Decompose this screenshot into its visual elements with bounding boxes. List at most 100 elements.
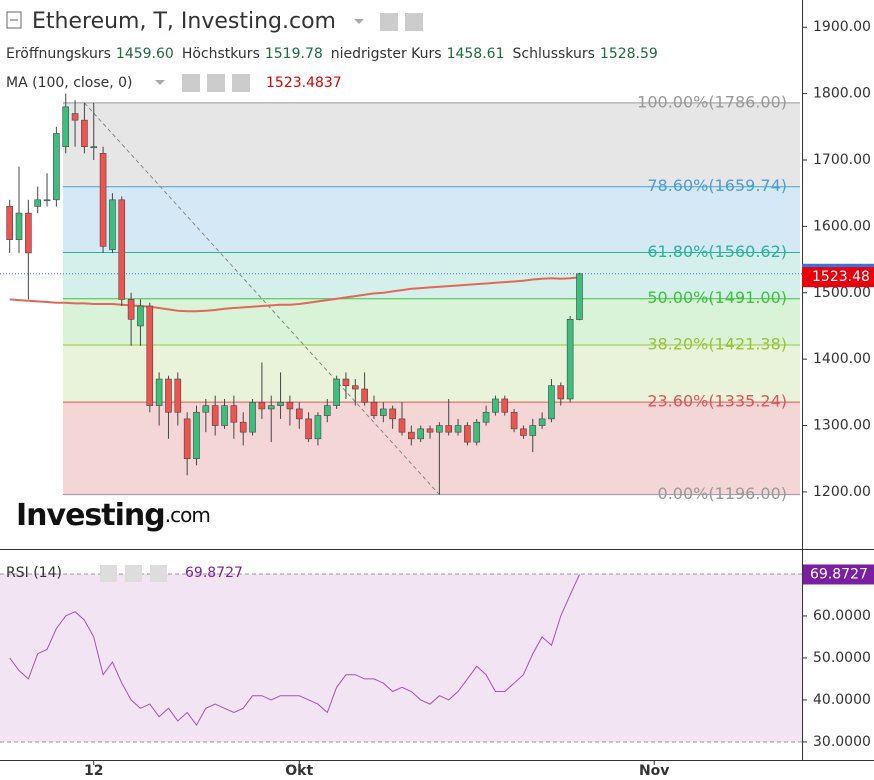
rsi-value-label: 69.8727 — [810, 566, 868, 582]
candle-body — [510, 411, 518, 430]
ohlc-label: Schlusskurs — [512, 46, 594, 62]
settings-icon[interactable] — [125, 565, 142, 582]
candle-body — [538, 418, 546, 426]
candle-body — [548, 385, 555, 420]
candle-body — [267, 405, 275, 410]
logo-name: Investing — [16, 498, 165, 533]
ohlc-value: 1528.59 — [600, 46, 658, 62]
settings-icon[interactable] — [207, 74, 225, 92]
candle-body — [15, 212, 23, 240]
y-tick-label: 1600.00 — [813, 218, 871, 234]
rsi-line — [9, 574, 580, 727]
dropdown-icon[interactable] — [155, 80, 165, 85]
candle-body — [165, 378, 172, 413]
candle-body — [408, 431, 415, 440]
candle-body — [183, 418, 191, 460]
candle-body — [557, 385, 565, 400]
fib-zone — [63, 344, 800, 403]
candle-body — [520, 428, 527, 436]
candle-body — [473, 421, 481, 443]
collapse-box[interactable] — [6, 11, 22, 29]
candle-body — [482, 411, 490, 423]
candle-body — [426, 428, 434, 433]
candle-body — [361, 388, 368, 403]
plot-area: 100.00%(1786.00) 78.60%(1659.74) 61.80%(15… — [0, 92, 802, 743]
moving-average — [9, 276, 580, 313]
candle-body — [576, 273, 583, 320]
candle-body — [99, 153, 107, 247]
dropdown-icon[interactable] — [354, 19, 364, 24]
y-tick-label: 1900.00 — [813, 19, 871, 35]
candle-body — [351, 385, 359, 390]
fib-label: 0.00%(1196.00) — [658, 484, 787, 503]
fib-label: 23.60%(1335.24) — [647, 392, 787, 411]
rsi-y-tick-label: 50.0000 — [813, 650, 871, 666]
eye-icon[interactable] — [100, 565, 117, 582]
chart-title: Ethereum, T, Investing.com — [32, 9, 336, 34]
candle-body — [305, 418, 312, 440]
rsi-y-tick-label: 30.0000 — [813, 734, 871, 750]
candle-body — [380, 408, 387, 416]
ohlc-label: Höchstkurs — [182, 46, 260, 62]
fib-label: 50.00%(1491.00) — [647, 288, 787, 307]
ohlc-row: Eröffnungskurs 1459.60 Höchstkurs 1519.78 ni… — [6, 46, 658, 62]
y-tick-label: 1400.00 — [813, 351, 871, 367]
candle-body — [25, 212, 32, 254]
fib-label: 38.20%(1421.38) — [647, 334, 787, 353]
candle-body — [370, 401, 378, 416]
eye-icon[interactable] — [182, 74, 200, 92]
candle-body — [137, 305, 144, 327]
candle-body — [53, 133, 60, 201]
candle-body — [202, 405, 210, 413]
settings-icon[interactable] — [405, 13, 423, 31]
candle-body — [146, 305, 154, 406]
ma-price-box — [802, 267, 874, 288]
candle-body — [454, 425, 462, 433]
ohlc-value: 1459.60 — [116, 46, 174, 62]
ohlc-value: 1458.61 — [447, 46, 505, 62]
y-tick-label: 1500.00 — [813, 285, 871, 301]
candle-body — [417, 428, 424, 440]
candle-body — [174, 378, 182, 413]
fib-label: 100.00%(1786.00) — [637, 92, 787, 111]
y-tick-label: 1800.00 — [813, 86, 871, 102]
rsi-value-box — [802, 564, 874, 585]
candle-body — [118, 199, 126, 300]
candle-body — [193, 411, 200, 460]
rsi-legend: RSI (14) — [6, 565, 62, 581]
candle-body — [566, 319, 574, 400]
candle-body — [323, 405, 331, 416]
candle-body — [81, 119, 88, 148]
fib-zone — [63, 252, 800, 299]
candle-body — [62, 106, 70, 148]
candle-body — [314, 415, 322, 440]
candle-body — [333, 378, 340, 406]
candle-body — [90, 146, 98, 149]
logo-suffix: .com — [165, 503, 210, 527]
candle-body — [295, 408, 303, 420]
candle-body — [501, 398, 509, 413]
candle-body — [230, 405, 238, 423]
rsi-y-tick-label: 40.0000 — [813, 692, 871, 708]
fib-zone — [63, 298, 800, 345]
candle-body — [445, 425, 453, 433]
logo: Investing.com — [16, 498, 210, 533]
y-tick-label: 1200.00 — [813, 484, 871, 500]
candle-body — [71, 113, 79, 121]
candle-body — [221, 405, 228, 426]
y-tick-label: 1700.00 — [813, 152, 871, 168]
close-icon[interactable] — [150, 565, 167, 582]
close-icon[interactable] — [232, 74, 250, 92]
rsi-legend-value: 69.8727 — [185, 565, 243, 581]
fib-zone — [63, 102, 800, 187]
x-tick-label: Nov — [639, 763, 669, 779]
fib-zone — [63, 402, 800, 495]
candle-body — [34, 199, 41, 207]
x-tick-label: 12 — [84, 763, 103, 779]
eye-icon[interactable] — [380, 13, 398, 31]
candle-body — [529, 425, 537, 436]
candle-body — [239, 421, 247, 433]
ohlc-label: niedrigster Kurs — [331, 46, 442, 62]
candle-body — [398, 418, 406, 433]
